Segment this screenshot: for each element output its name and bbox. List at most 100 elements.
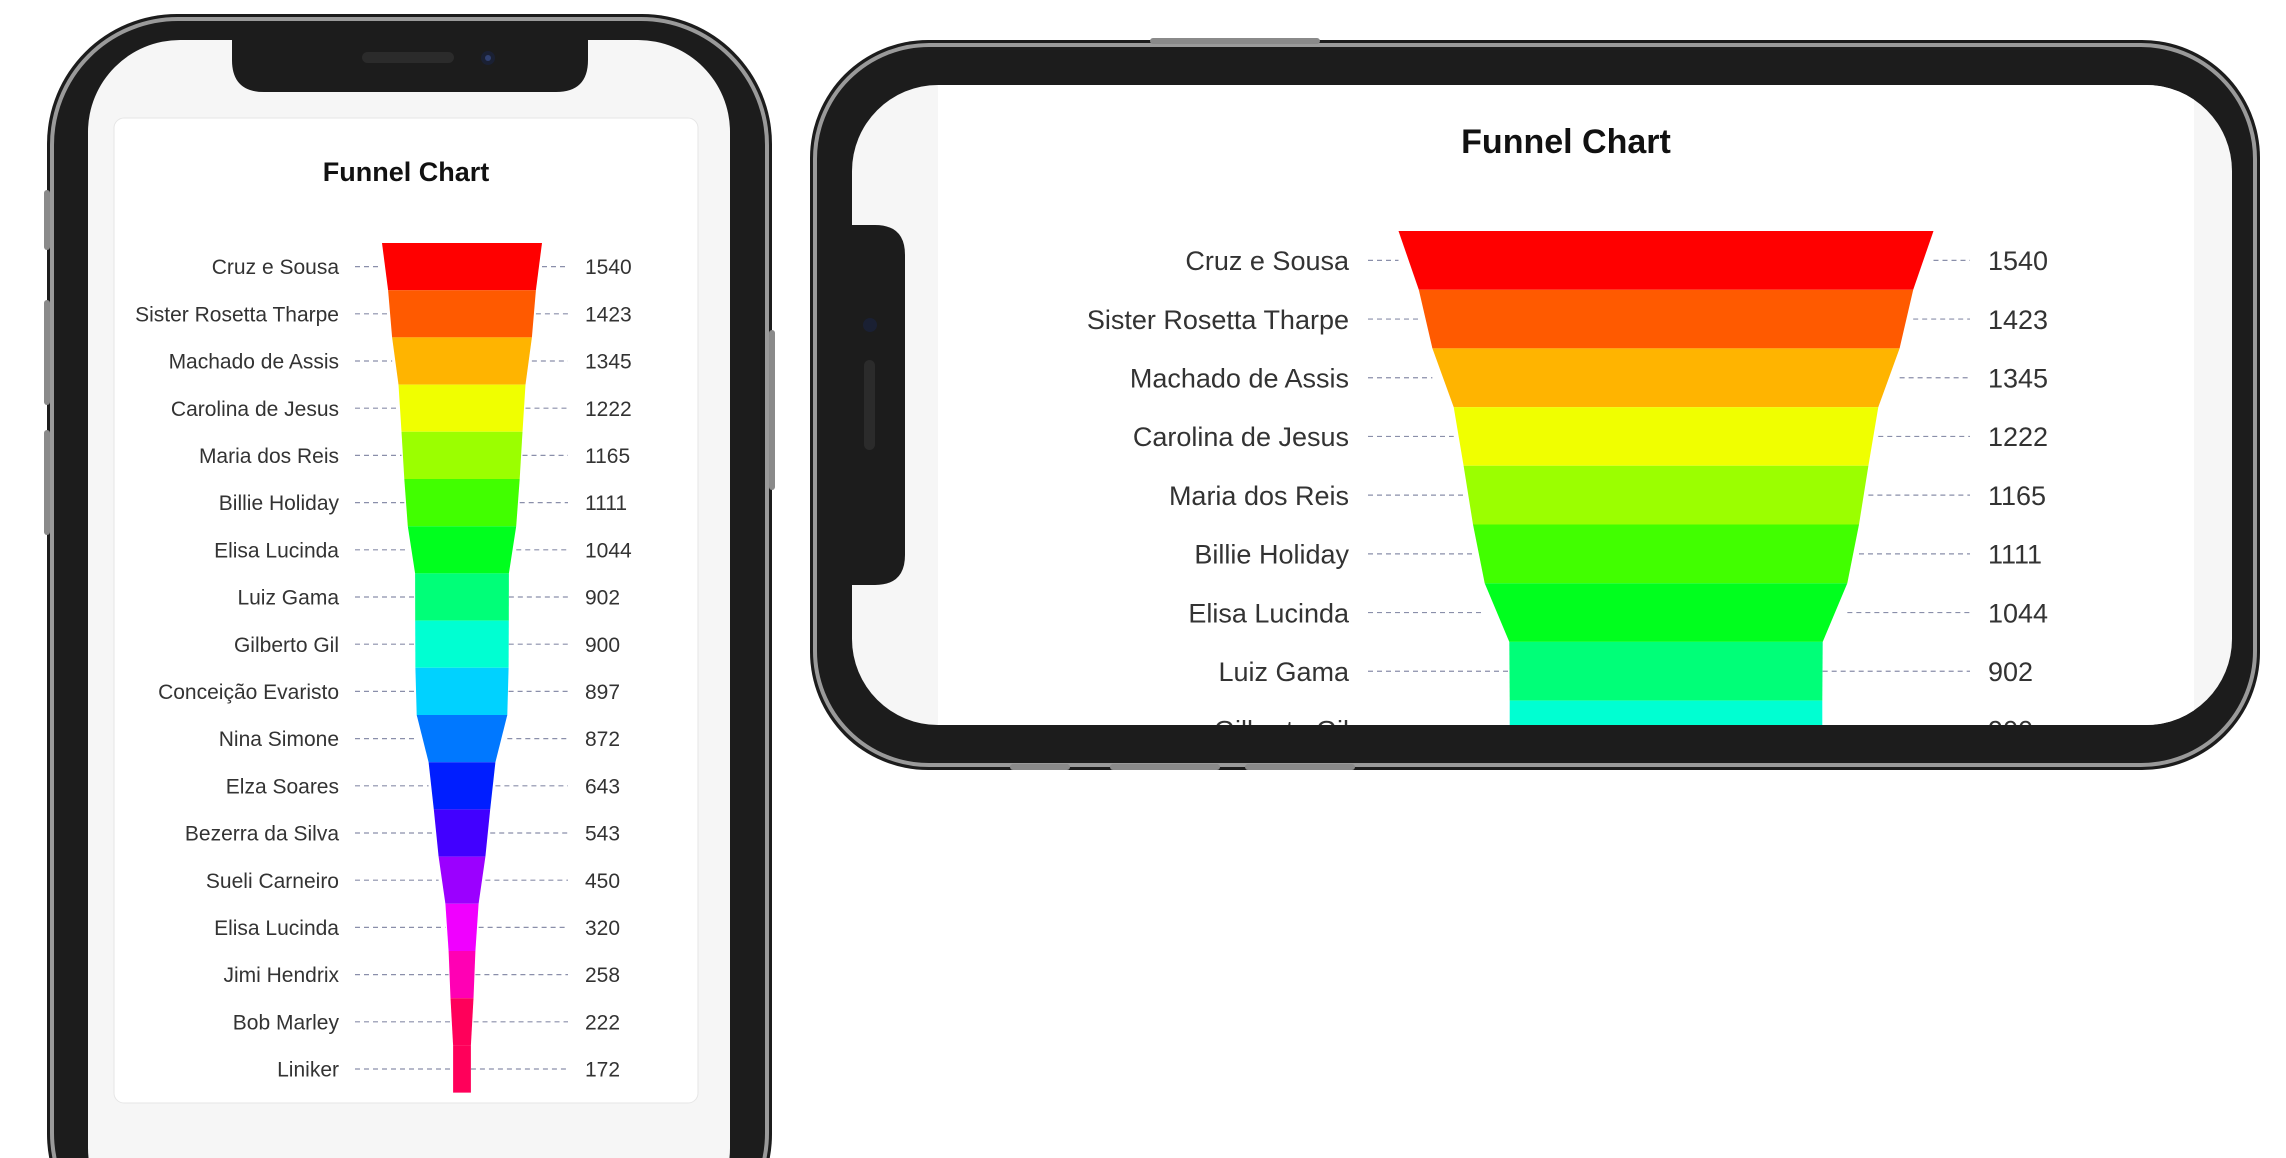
portrait-category-label: Sueli Carneiro [206, 870, 339, 893]
landscape-silent-switch [1010, 764, 1070, 770]
landscape-category-label: Machado de Assis [1130, 363, 1349, 393]
portrait-category-label: Elza Soares [226, 775, 339, 798]
portrait-value-label: 258 [585, 964, 620, 987]
portrait-value-label: 450 [585, 870, 620, 893]
landscape-value-label: 1423 [1988, 305, 2048, 335]
portrait-category-label: Maria dos Reis [199, 445, 339, 468]
portrait-value-label: 1111 [585, 492, 627, 515]
portrait-funnel-segment [416, 715, 508, 763]
portrait-category-label: Elisa Lucinda [214, 539, 339, 562]
portrait-category-label: Bezerra da Silva [185, 823, 339, 846]
portrait-funnel-segment [433, 809, 491, 857]
portrait-category-label: Sister Rosetta Tharpe [135, 303, 339, 326]
portrait-notch [232, 40, 588, 92]
landscape-value-label: 1165 [1988, 481, 2046, 511]
portrait-value-label: 1044 [585, 539, 632, 562]
landscape-device: Funnel Chart Cruz e Sousa 1540 Sister Rose… [810, 38, 2260, 770]
landscape-funnel: Cruz e Sousa 1540 Sister Rosetta Tharpe 142… [1087, 231, 2048, 746]
portrait-category-label: Gilberto Gil [234, 634, 339, 657]
portrait-chart-title: Funnel Chart [323, 157, 490, 187]
portrait-funnel-segment [415, 667, 509, 715]
portrait-category-label: Bob Marley [233, 1011, 340, 1034]
portrait-funnel-segment [392, 337, 532, 385]
portrait-value-label: 222 [585, 1011, 620, 1034]
power-button [769, 330, 775, 490]
portrait-device: Funnel Chart Cruz e Sousa 1540 Sister Rose… [44, 14, 775, 1158]
portrait-funnel-segment [415, 573, 509, 621]
portrait-category-label: Conceição Evaristo [158, 681, 339, 704]
portrait-category-label: Cruz e Sousa [212, 256, 340, 279]
landscape-value-label: 1044 [1988, 598, 2048, 628]
portrait-value-label: 1540 [585, 256, 632, 279]
volume-down-button [44, 430, 50, 535]
landscape-frame-edge [813, 43, 2257, 767]
portrait-value-label: 900 [585, 634, 620, 657]
landscape-notch [852, 225, 905, 585]
portrait-category-label: Jimi Hendrix [223, 964, 339, 987]
portrait-value-label: 1423 [585, 303, 632, 326]
portrait-funnel-segment [438, 856, 486, 904]
portrait-value-label: 897 [585, 681, 620, 704]
portrait-funnel-segment [450, 998, 474, 1046]
portrait-funnel-segment [407, 526, 517, 574]
volume-up-button [44, 300, 50, 405]
landscape-volume-up [1110, 764, 1220, 770]
landscape-value-label: 900 [1988, 716, 2033, 746]
landscape-funnel-segment [1398, 231, 1934, 290]
landscape-funnel-segment [1509, 641, 1823, 701]
landscape-category-label: Gilberto Gil [1214, 716, 1349, 746]
landscape-category-label: Cruz e Sousa [1185, 246, 1350, 276]
portrait-category-label: Nina Simone [219, 728, 339, 751]
portrait-category-label: Machado de Assis [169, 351, 339, 374]
landscape-category-label: Elisa Lucinda [1188, 598, 1350, 628]
landscape-category-label: Maria dos Reis [1169, 481, 1349, 511]
silent-switch [44, 190, 50, 250]
landscape-value-label: 1540 [1988, 246, 2048, 276]
portrait-funnel-segment [448, 951, 476, 999]
portrait-value-label: 320 [585, 917, 620, 940]
portrait-funnel-segment [404, 479, 520, 527]
landscape-chart-title: Funnel Chart [1461, 123, 1671, 161]
portrait-funnel: Cruz e Sousa 1540 Sister Rosetta Tharpe 142… [135, 243, 632, 1093]
portrait-category-label: Liniker [277, 1059, 339, 1082]
portrait-category-label: Luiz Gama [237, 587, 339, 610]
portrait-category-label: Elisa Lucinda [214, 917, 339, 940]
speaker-grille [362, 52, 454, 63]
portrait-value-label: 172 [585, 1059, 620, 1082]
portrait-chart-card [113, 117, 699, 1104]
landscape-value-label: 1111 [1988, 540, 2042, 570]
landscape-category-label: Luiz Gama [1218, 657, 1350, 687]
portrait-funnel-segment [388, 290, 536, 338]
landscape-funnel-segment [1418, 289, 1914, 349]
portrait-value-label: 902 [585, 587, 620, 610]
landscape-funnel-segment [1463, 465, 1869, 525]
landscape-funnel-segment [1509, 700, 1823, 725]
portrait-funnel-segment [428, 762, 496, 810]
portrait-value-label: 643 [585, 775, 620, 798]
landscape-value-label: 1222 [1988, 422, 2048, 452]
landscape-funnel-segment [1473, 524, 1859, 584]
portrait-funnel-segment [398, 384, 526, 432]
landscape-camera-icon [863, 318, 877, 332]
landscape-funnel-segment [1432, 348, 1900, 408]
portrait-frame-edge [50, 17, 769, 1158]
portrait-value-label: 1222 [585, 398, 632, 421]
portrait-funnel-segment [401, 431, 523, 479]
landscape-category-label: Carolina de Jesus [1133, 422, 1349, 452]
landscape-category-label: Sister Rosetta Tharpe [1087, 305, 1349, 335]
landscape-value-label: 902 [1988, 657, 2033, 687]
portrait-category-label: Carolina de Jesus [171, 398, 339, 421]
portrait-value-label: 1345 [585, 351, 632, 374]
portrait-funnel-segment [445, 903, 479, 951]
landscape-volume-down [1245, 764, 1355, 770]
landscape-funnel-segment [1484, 583, 1848, 642]
landscape-speaker-grille [864, 360, 875, 450]
portrait-value-label: 543 [585, 823, 620, 846]
landscape-category-label: Billie Holiday [1194, 540, 1349, 570]
portrait-funnel-segment [415, 620, 509, 668]
portrait-funnel-segment [453, 1045, 471, 1093]
landscape-value-label: 1345 [1988, 363, 2048, 393]
portrait-category-label: Billie Holiday [219, 492, 340, 515]
portrait-value-label: 872 [585, 728, 620, 751]
